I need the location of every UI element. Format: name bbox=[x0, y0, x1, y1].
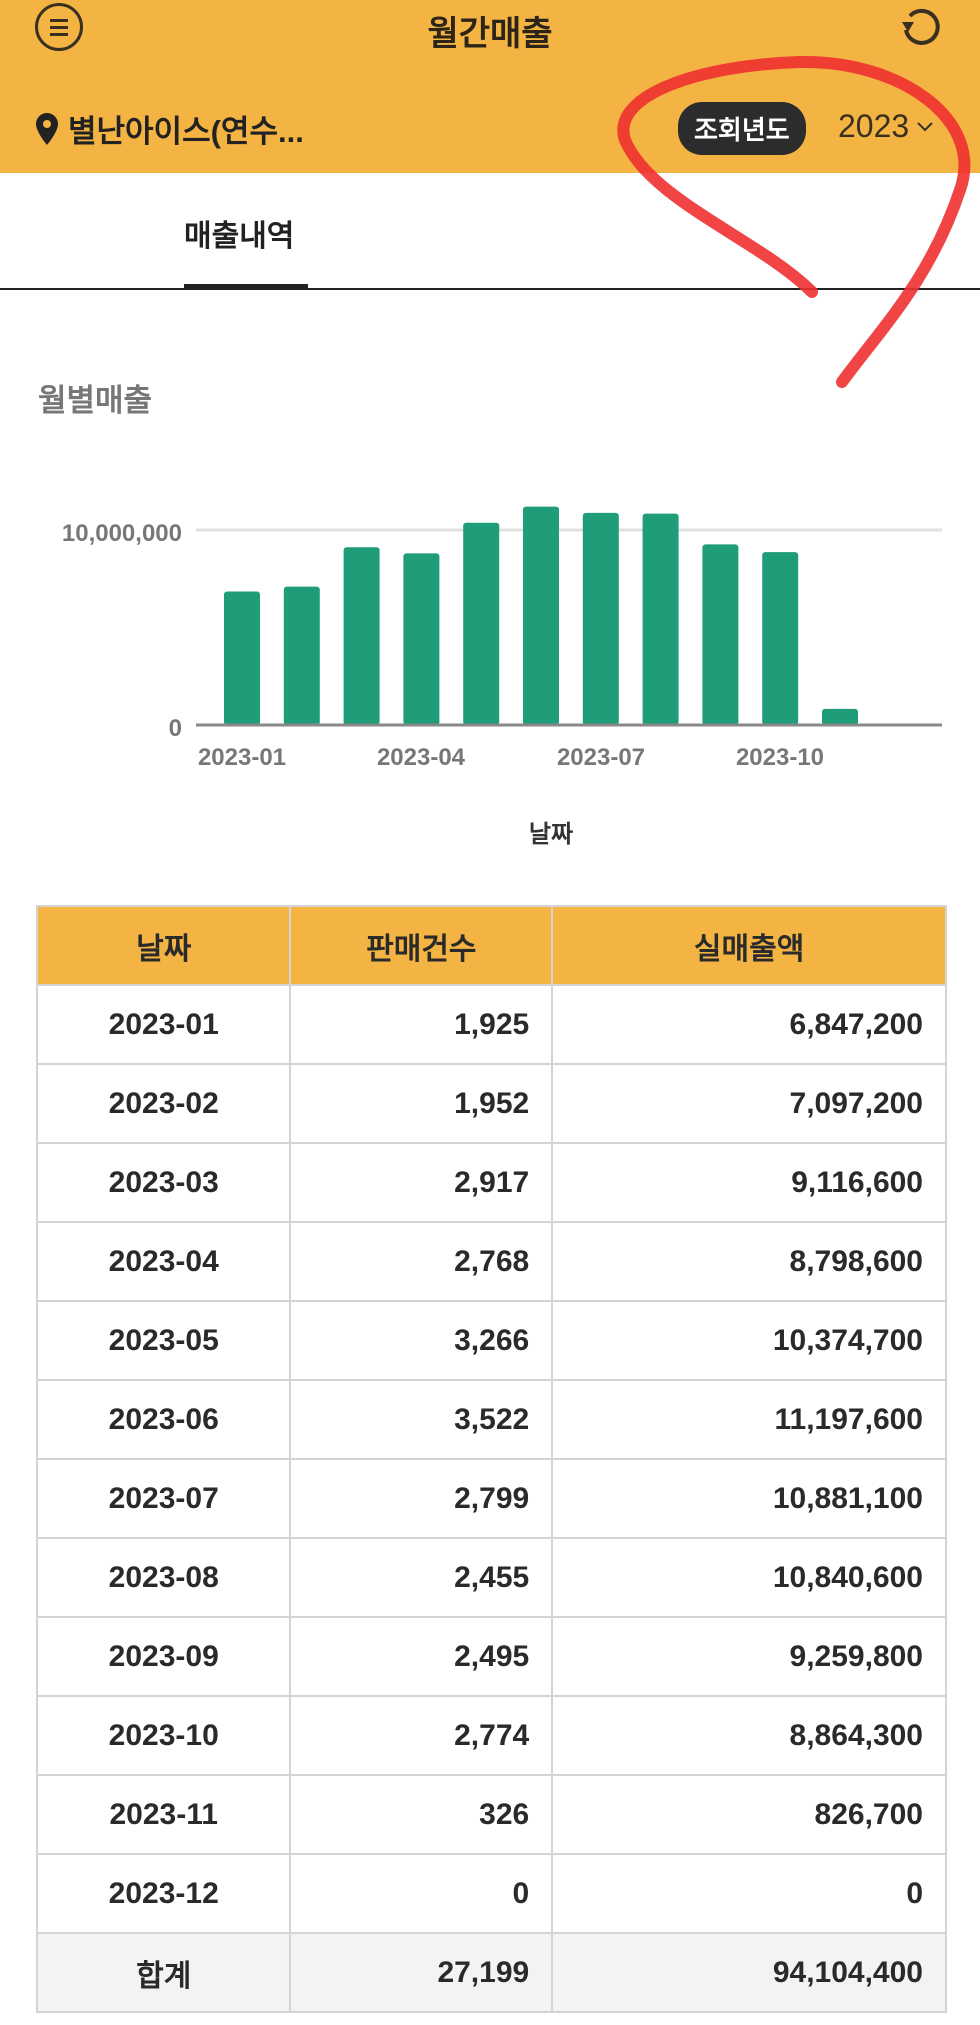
bar-2023-07[interactable] bbox=[582, 512, 619, 725]
count-cell: 2,455 bbox=[289, 1537, 554, 1618]
section-title: 월별매출 bbox=[38, 383, 153, 418]
count-cell: 3,522 bbox=[289, 1379, 554, 1460]
sales-cell: 10,881,100 bbox=[551, 1458, 947, 1539]
date-cell: 2023-08 bbox=[35, 1537, 292, 1618]
x-axis-title: 날짜 bbox=[529, 821, 573, 848]
active-tab-indicator bbox=[184, 284, 308, 290]
count-cell: 2,495 bbox=[289, 1616, 554, 1697]
sales-cell: 0 bbox=[551, 1853, 947, 1934]
sales-cell: 10,374,700 bbox=[551, 1300, 947, 1381]
table-row: 2023-09 2,495 9,259,800 bbox=[35, 1616, 947, 1697]
sales-cell: 8,798,600 bbox=[551, 1221, 947, 1302]
count-cell: 2,917 bbox=[289, 1142, 554, 1223]
table-row: 2023-12 0 0 bbox=[35, 1853, 947, 1934]
date-cell: 2023-05 bbox=[35, 1300, 292, 1381]
total-cell: 94,104,400 bbox=[551, 1932, 947, 2013]
menu-icon[interactable] bbox=[35, 3, 83, 51]
count-cell: 0 bbox=[289, 1853, 554, 1934]
page-title: 월간매출 bbox=[427, 15, 553, 53]
total-cell: 27,199 bbox=[289, 1932, 554, 2013]
count-cell: 2,774 bbox=[289, 1695, 554, 1776]
monthly-sales-chart: 10,000,000 0 2023-01 2023-04 2023-07 202… bbox=[62, 506, 942, 848]
bar-2023-04[interactable] bbox=[403, 553, 440, 725]
count-cell: 1,925 bbox=[289, 984, 554, 1065]
table-row: 2023-07 2,799 10,881,100 bbox=[35, 1458, 947, 1539]
table-row: 2023-10 2,774 8,864,300 bbox=[35, 1695, 947, 1776]
tab-sales-history[interactable]: 매출내역 bbox=[184, 220, 295, 253]
store-name: 별난아이스(연수... bbox=[68, 114, 304, 149]
total-cell: 합계 bbox=[35, 1932, 292, 2013]
date-cell: 2023-07 bbox=[35, 1458, 292, 1539]
date-cell: 2023-04 bbox=[35, 1221, 292, 1302]
sales-cell: 8,864,300 bbox=[551, 1695, 947, 1776]
x-tick-label: 2023-10 bbox=[736, 744, 824, 771]
tab-bar: 매출내역 bbox=[0, 173, 980, 290]
date-cell: 2023-06 bbox=[35, 1379, 292, 1460]
table-row: 2023-03 2,917 9,116,600 bbox=[35, 1142, 947, 1223]
sales-cell: 6,847,200 bbox=[551, 984, 947, 1065]
sales-cell: 826,700 bbox=[551, 1774, 947, 1855]
bar-2023-06[interactable] bbox=[523, 506, 559, 725]
table-row: 2023-05 3,266 10,374,700 bbox=[35, 1300, 947, 1381]
date-cell: 2023-12 bbox=[35, 1853, 292, 1934]
refresh-icon[interactable] bbox=[896, 2, 946, 52]
bar-2023-11[interactable] bbox=[822, 708, 858, 725]
date-cell: 2023-03 bbox=[35, 1142, 292, 1223]
bar-2023-08[interactable] bbox=[642, 513, 679, 725]
bar-2023-01[interactable] bbox=[224, 591, 260, 725]
date-cell: 2023-09 bbox=[35, 1616, 292, 1697]
store-selector[interactable]: 별난아이스(연수... bbox=[36, 106, 304, 151]
app-header: 월간매출 별난아이스(연수... 조회년도 2023 bbox=[0, 0, 980, 173]
chevron-down-icon bbox=[917, 121, 933, 131]
table-row: 2023-02 1,952 7,097,200 bbox=[35, 1063, 947, 1144]
count-cell: 1,952 bbox=[289, 1063, 554, 1144]
count-cell: 3,266 bbox=[289, 1300, 554, 1381]
count-cell: 2,799 bbox=[289, 1458, 554, 1539]
table-row: 2023-01 1,925 6,847,200 bbox=[35, 984, 947, 1065]
column-header: 날짜 bbox=[35, 905, 292, 986]
sales-cell: 9,116,600 bbox=[551, 1142, 947, 1223]
x-tick-label: 2023-07 bbox=[557, 744, 645, 771]
date-cell: 2023-10 bbox=[35, 1695, 292, 1776]
count-cell: 2,768 bbox=[289, 1221, 554, 1302]
count-cell: 326 bbox=[289, 1774, 554, 1855]
y-tick-label: 10,000,000 bbox=[62, 520, 182, 547]
date-cell: 2023-02 bbox=[35, 1063, 292, 1144]
table-row: 2023-08 2,455 10,840,600 bbox=[35, 1537, 947, 1618]
column-header: 판매건수 bbox=[289, 905, 554, 986]
sales-cell: 9,259,800 bbox=[551, 1616, 947, 1697]
x-tick-label: 2023-04 bbox=[377, 744, 466, 771]
table-row: 2023-04 2,768 8,798,600 bbox=[35, 1221, 947, 1302]
bar-2023-03[interactable] bbox=[343, 547, 380, 725]
sales-table: 날짜 판매건수 실매출액 2023-01 1,925 6,847,200 2023-0… bbox=[35, 905, 947, 2013]
location-pin-icon bbox=[36, 112, 58, 145]
x-tick-label: 2023-01 bbox=[198, 744, 286, 771]
date-cell: 2023-11 bbox=[35, 1774, 292, 1855]
bar-2023-05[interactable] bbox=[463, 522, 500, 725]
year-value: 2023 bbox=[838, 108, 910, 144]
column-header: 실매출액 bbox=[551, 905, 947, 986]
total-row: 합계 27,199 94,104,400 bbox=[35, 1932, 947, 2013]
sales-cell: 11,197,600 bbox=[551, 1379, 947, 1460]
y-tick-label: 0 bbox=[169, 715, 182, 742]
bar-2023-09[interactable] bbox=[702, 544, 739, 725]
sales-cell: 10,840,600 bbox=[551, 1537, 947, 1618]
sales-cell: 7,097,200 bbox=[551, 1063, 947, 1144]
table-row: 2023-06 3,522 11,197,600 bbox=[35, 1379, 947, 1460]
bar-2023-10[interactable] bbox=[762, 552, 799, 725]
table-row: 2023-11 326 826,700 bbox=[35, 1774, 947, 1855]
bar-2023-02[interactable] bbox=[283, 586, 320, 725]
year-label-badge: 조회년도 bbox=[678, 102, 806, 155]
date-cell: 2023-01 bbox=[35, 984, 292, 1065]
year-dropdown[interactable]: 2023 bbox=[838, 108, 933, 145]
